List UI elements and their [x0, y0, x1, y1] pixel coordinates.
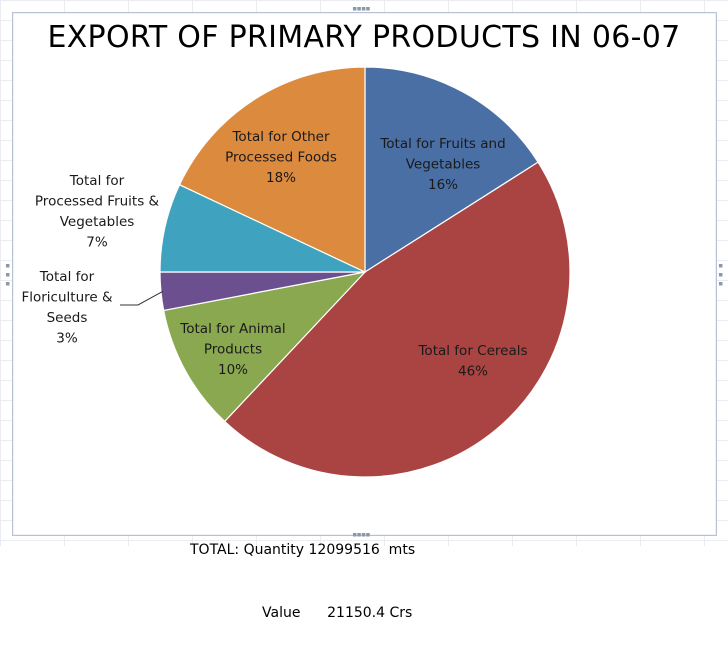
- slice-other-processed-foods-label: Total for Other Processed Foods 18%: [225, 129, 337, 186]
- totals-block: TOTAL: Quantity 12099516 mts Value 21150…: [190, 498, 510, 645]
- slice-processed-fruits-vegetables-label: Total for Processed Fruits & Vegetables 7%: [35, 173, 160, 251]
- slice-animal-products-label: Total for Animal Products 10%: [179, 321, 285, 378]
- slice-fruits-vegetables[interactable]: [364, 66, 539, 274]
- slice-other-processed-foods[interactable]: [178, 66, 366, 273]
- chart-title: EXPORT OF PRIMARY PRODUCTS IN 06-07: [47, 20, 681, 55]
- slice-animal-products[interactable]: [162, 271, 367, 423]
- resize-handle-left[interactable]: ▪ ▪ ▪: [5, 261, 10, 289]
- resize-handle-right[interactable]: ▪ ▪ ▪: [718, 261, 723, 289]
- resize-handle-top[interactable]: ▪▪▪▪: [352, 4, 371, 14]
- slice-floriculture-seeds-label: Total for Floriculture & Seeds 3%: [21, 269, 113, 347]
- total-value-text: Value 21150.4 Crs: [262, 605, 413, 621]
- total-quantity-text: TOTAL: Quantity 12099516 mts: [190, 542, 416, 558]
- resize-handle-bottom[interactable]: ▪▪▪▪: [352, 530, 371, 540]
- slice-cereals[interactable]: [223, 161, 571, 478]
- slice-fruits-vegetables-label: Total for Fruits and Vegetables 16%: [379, 136, 505, 193]
- pie-chart: Total for Fruits and Vegetables 16% Total f…: [21, 66, 571, 478]
- leader-line-floriculture: [120, 290, 164, 306]
- slice-cereals-label: Total for Cereals 46%: [417, 343, 527, 380]
